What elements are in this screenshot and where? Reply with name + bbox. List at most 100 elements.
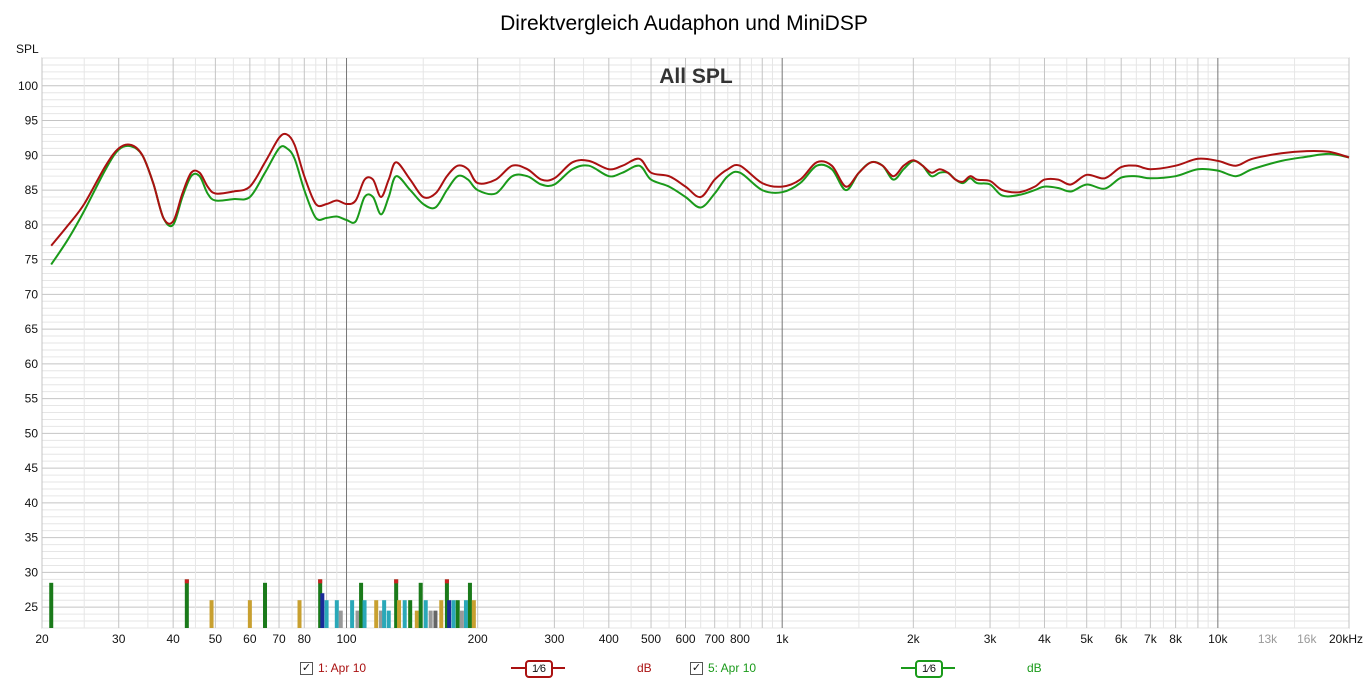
marker-bar [402,600,407,628]
x-tick-labels: 20 30 40 50 60 70 80 100 200 300 400 500 600 700 800 1k… [35,632,1363,646]
x-tick-label: 40 [166,632,180,646]
legend-label-1: 1: Apr 10 [318,661,367,675]
marker-bar [451,600,456,628]
x-tick-label: 600 [676,632,696,646]
marker-bar [444,579,449,628]
legend-checkbox-5[interactable]: ✓ [690,661,703,675]
marker-bar [408,600,413,628]
marker-bar [471,600,476,628]
smoothing-control-1[interactable]: 1⁄6 [511,659,565,678]
y-tick-label: 75 [25,253,39,267]
x-tick-label: 80 [298,632,312,646]
marker-bar [263,582,268,628]
marker-bar [382,600,387,628]
marker-bar [418,582,423,628]
marker-bar [318,579,323,628]
marker-bar [423,600,428,628]
x-tick-label: 16k [1297,632,1317,646]
series-line [50,132,1350,247]
y-tick-label: 80 [25,218,39,232]
y-tick-label: 85 [25,183,39,197]
x-tick-label: 70 [272,632,286,646]
unit-label-1: dB [637,661,652,675]
x-tick-label: 5k [1080,632,1094,646]
marker-bar [247,600,252,628]
y-tick-label: 60 [25,357,39,371]
x-tick-label: 8k [1169,632,1183,646]
y-tick-label: 30 [25,565,39,579]
y-tick-labels: 25 30 35 40 45 50 55 60 65 70 75 80 85 90 95 100 [18,79,38,614]
x-tick-label: 4k [1038,632,1052,646]
x-tick-label: 20 [35,632,49,646]
marker-bar [297,600,302,628]
legend: ✓ 1: Apr 10 1⁄6 dB ✓ 5: Apr 10 1⁄6 dB [0,656,1369,684]
marker-bar [324,600,329,628]
y-tick-label: 95 [25,114,39,128]
marker-bar [386,610,391,628]
legend-checkbox-1[interactable]: ✓ [300,661,313,675]
marker-bar [320,593,325,628]
marker-bar [374,600,379,628]
x-tick-label: 700 [705,632,725,646]
chart-title: Direktvergleich Audaphon und MiniDSP [500,12,868,35]
marker-bar [49,582,54,628]
marker-bar [338,610,343,628]
marker-bar [184,579,189,628]
legend-unit-1: dB [637,661,652,675]
marker-bar-cap [184,579,189,584]
x-tick-label: 3k [984,632,998,646]
legend-unit-5: dB [1027,661,1042,675]
y-tick-label: 55 [25,392,39,406]
marker-bar-cap [444,579,449,584]
x-tick-label: 13k [1258,632,1278,646]
marker-bar [428,610,433,628]
marker-bar-cap [394,579,399,584]
spl-chart: Direktvergleich Audaphon und MiniDSP SPL… [16,12,1363,646]
x-tick-label: 300 [544,632,564,646]
x-tick-label: 800 [730,632,750,646]
plot-subtitle: All SPL [659,65,733,88]
y-tick-label: 35 [25,531,39,545]
y-tick-label: 70 [25,287,39,301]
smoothing-control-5[interactable]: 1⁄6 [901,659,955,678]
series-line [50,144,1350,266]
y-tick-label: 90 [25,148,39,162]
legend-item-5[interactable]: ✓ 5: Apr 10 [690,661,756,675]
marker-bars [49,579,476,628]
marker-bar [447,600,452,628]
y-tick-label: 40 [25,496,39,510]
y-tick-label: 50 [25,426,39,440]
x-tick-label: 60 [243,632,257,646]
x-tick-label: 30 [112,632,126,646]
unit-label-5: dB [1027,661,1042,675]
marker-bar [359,582,364,628]
x-tick-label: 50 [209,632,223,646]
marker-bar [433,610,438,628]
marker-bar [334,600,339,628]
marker-bar-cap [318,579,323,584]
marker-bar [455,600,460,628]
marker-bar [209,600,214,628]
series-lines [50,132,1350,266]
y-tick-label: 25 [25,600,39,614]
y-axis-label: SPL [16,42,39,56]
marker-bar [362,600,367,628]
y-tick-label: 100 [18,79,38,93]
marker-bar [467,582,472,628]
y-tick-label: 65 [25,322,39,336]
x-tick-label: 6k [1115,632,1129,646]
x-tick-label: 1k [776,632,790,646]
x-tick-label: 500 [641,632,661,646]
x-tick-label: 20kHz [1329,632,1363,646]
smoothing-value-1: 1⁄6 [525,660,553,678]
x-tick-label: 10k [1208,632,1228,646]
legend-label-5: 5: Apr 10 [708,661,757,675]
x-tick-label: 200 [468,632,488,646]
marker-bar [355,610,360,628]
marker-bar [350,600,355,628]
marker-bar [379,610,384,628]
grid [41,57,1350,629]
x-tick-label: 100 [337,632,357,646]
marker-bar [463,600,468,628]
legend-item-1[interactable]: ✓ 1: Apr 10 [300,661,366,675]
